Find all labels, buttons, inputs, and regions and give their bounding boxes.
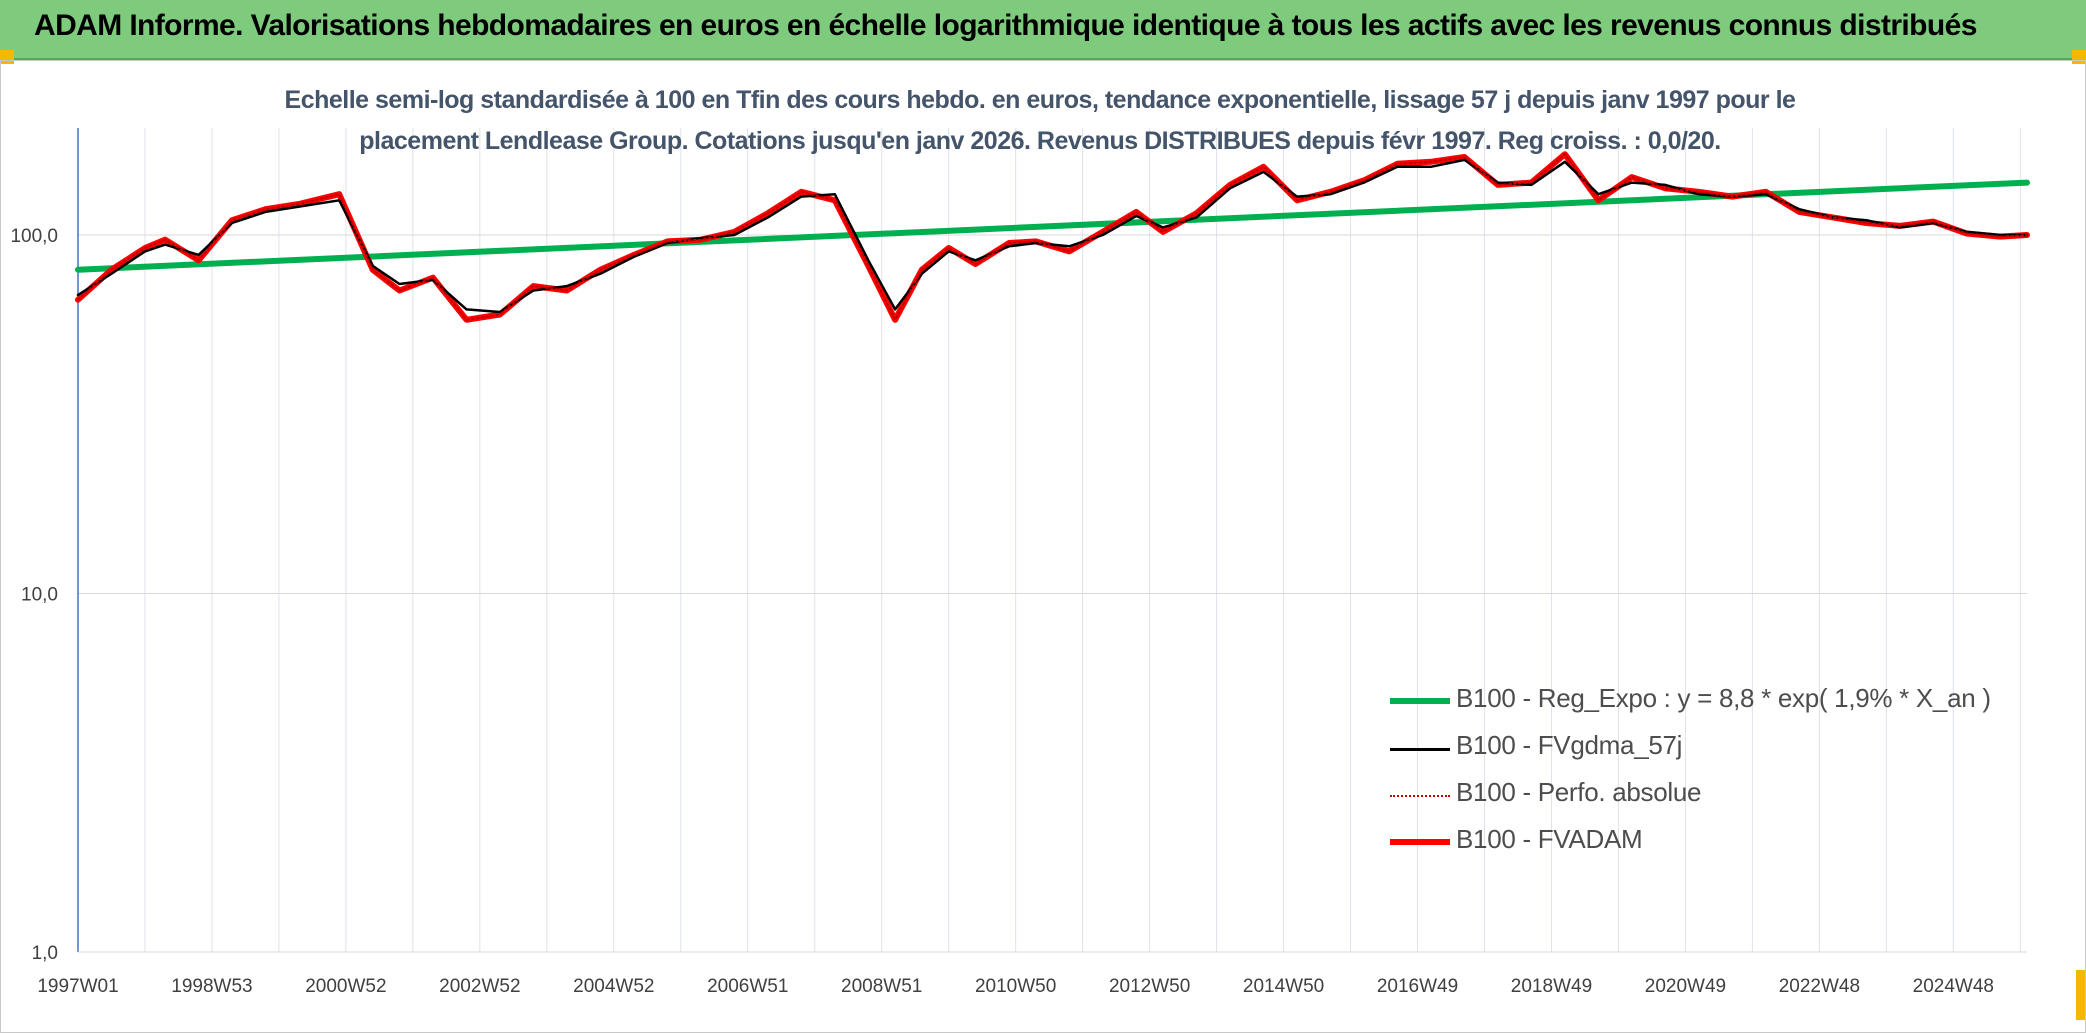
- corner-marker-bottom-right: [2076, 970, 2086, 1020]
- x-tick-label: 2000W52: [305, 976, 386, 997]
- x-tick-label: 2004W52: [573, 976, 654, 997]
- legend-label-smoothed: B100 - FVgdma_57j: [1456, 730, 1683, 760]
- legend-label-fvadam: B100 - FVADAM: [1456, 824, 1643, 854]
- legend-label-regression: B100 - Reg_Expo : y = 8,8 * exp( 1,9% * …: [1456, 683, 1991, 713]
- chart-legend: B100 - Reg_Expo : y = 8,8 * exp( 1,9% * …: [1388, 680, 2028, 868]
- legend-swatch-smoothed: [1390, 748, 1450, 751]
- chart-title-line-1: Echelle semi-log standardisée à 100 en T…: [284, 86, 1796, 114]
- legend-swatch-regression: [1390, 698, 1450, 704]
- legend-label-absolute: B100 - Perfo. absolue: [1456, 777, 1702, 807]
- series-line-3: [75, 151, 2030, 323]
- x-tick-label: 2024W48: [1913, 976, 1994, 997]
- series-line-2: [77, 153, 2028, 321]
- banner-title: ADAM Informe. Valorisations hebdomadaire…: [34, 9, 1977, 42]
- x-tick-label: 2018W49: [1511, 976, 1592, 997]
- series-layer: [75, 151, 2030, 323]
- tick-label-layer: 1,0 10,0 100,0 1997W01 1998W53 2000W52 2002W52…: [10, 226, 1994, 997]
- x-tick-label: 2014W50: [1243, 976, 1324, 997]
- x-tick-label: 1997W01: [37, 976, 118, 997]
- y-tick-label: 10,0: [21, 585, 58, 606]
- x-tick-label: 1998W53: [171, 976, 252, 997]
- y-tick-label: 100,0: [10, 226, 58, 247]
- x-tick-label: 2020W49: [1645, 976, 1726, 997]
- x-tick-label: 2016W49: [1377, 976, 1458, 997]
- y-tick-label: 1,0: [32, 943, 58, 964]
- header-banner: ADAM Informe. Valorisations hebdomadaire…: [0, 0, 2086, 60]
- legend-item-absolute: B100 - Perfo. absolue: [1388, 774, 2028, 821]
- legend-swatch-fvadam: [1390, 839, 1450, 845]
- x-tick-label: 2010W50: [975, 976, 1056, 997]
- legend-swatch-absolute: [1390, 795, 1450, 797]
- axis-layer: [77, 128, 2027, 953]
- x-tick-label: 2006W51: [707, 976, 788, 997]
- series-line-0: [75, 179, 2030, 273]
- legend-item-regression: B100 - Reg_Expo : y = 8,8 * exp( 1,9% * …: [1388, 680, 2028, 727]
- x-tick-label: 2002W52: [439, 976, 520, 997]
- x-tick-label: 2008W51: [841, 976, 922, 997]
- x-tick-label: 2012W50: [1109, 976, 1190, 997]
- chart-title-line-2: placement Lendlease Group. Cotations jus…: [359, 127, 1721, 155]
- series-line-1: [76, 158, 2029, 314]
- x-tick-label: 2022W48: [1779, 976, 1860, 997]
- legend-item-smoothed: B100 - FVgdma_57j: [1388, 727, 2028, 774]
- legend-item-fvadam: B100 - FVADAM: [1388, 821, 2028, 868]
